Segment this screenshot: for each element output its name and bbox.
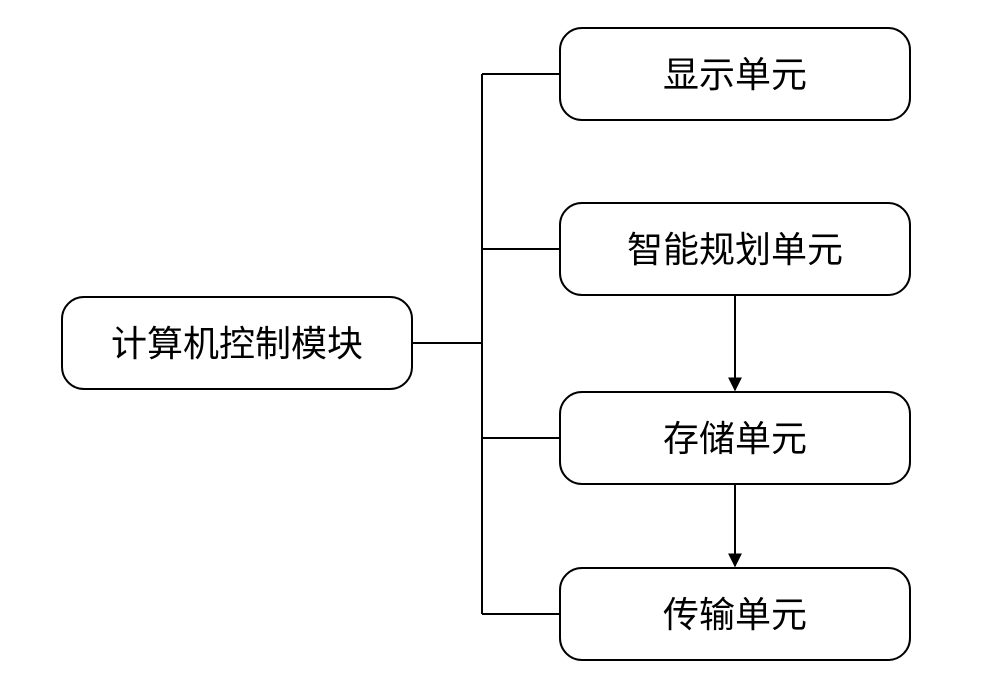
- nodes: 计算机控制模块 显示单元智能规划单元存储单元传输单元: [62, 28, 910, 660]
- node-display: 显示单元: [560, 28, 910, 120]
- flowchart-canvas: 计算机控制模块 显示单元智能规划单元存储单元传输单元: [0, 0, 1000, 686]
- node-label-transmit: 传输单元: [663, 595, 807, 635]
- node-label-display: 显示单元: [663, 55, 807, 95]
- node-root: 计算机控制模块: [62, 297, 412, 389]
- node-label-root: 计算机控制模块: [111, 324, 363, 364]
- node-transmit: 传输单元: [560, 568, 910, 660]
- node-label-planning: 智能规划单元: [627, 230, 843, 270]
- edges: [412, 74, 735, 614]
- node-planning: 智能规划单元: [560, 203, 910, 295]
- node-storage: 存储单元: [560, 392, 910, 484]
- node-label-storage: 存储单元: [663, 419, 807, 459]
